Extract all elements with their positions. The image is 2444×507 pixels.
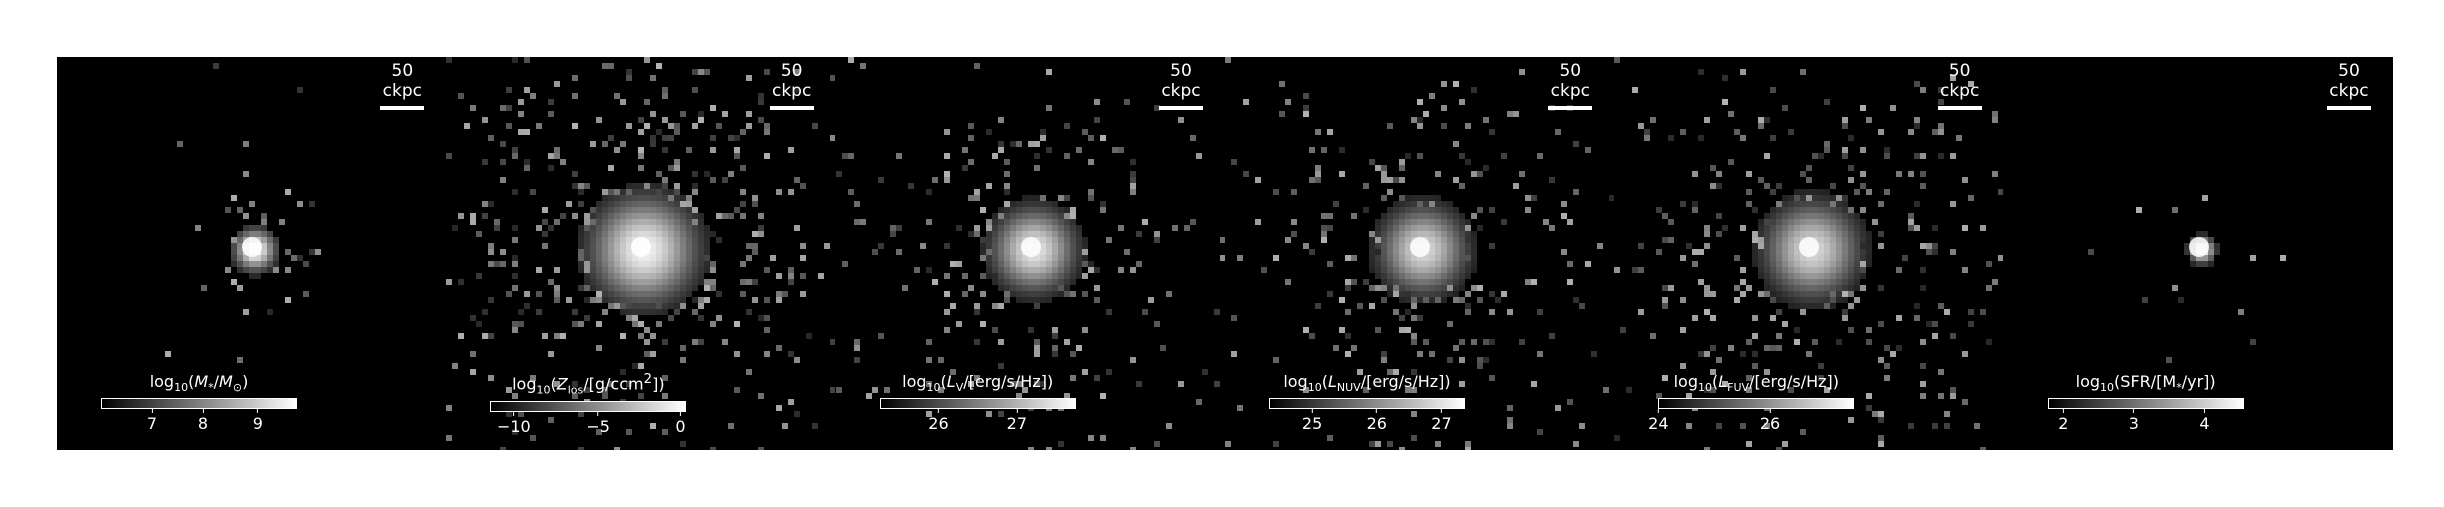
map-panel-3: 50 ckpc log10(LV/[erg/s/Hz]) 26 27 [835,57,1225,450]
colorbar-tick-label: 26 [928,409,948,433]
colorbar: log10(SFR/[M*/yr]) 2 3 4 [2047,372,2244,433]
colorbar-tick-label: 26 [1367,409,1387,433]
colorbar-tick-label: 27 [1431,409,1451,433]
colorbar-tick-label: 7 [147,409,157,433]
colorbar: log10(LNUV/[erg/s/Hz]) 25 26 27 [1268,372,1465,433]
pixel-map [2087,195,2286,363]
colorbar-title: log10(SFR/[M*/yr]) [2075,372,2216,395]
colorbar-title: log10(LV/[erg/s/Hz]) [902,372,1054,395]
scale-bar-label: 50 ckpc [1550,61,1590,101]
colorbar-tick-label: −5 [586,412,610,436]
scale-bar-label: 50 ckpc [771,61,812,101]
scale-bar: 50 ckpc [1540,61,1600,110]
colorbar-tick-label: 9 [253,409,263,433]
scale-bar: 50 ckpc [762,61,822,110]
scale-bar-label: 50 ckpc [382,61,422,101]
scale-bar-line [769,106,814,110]
colorbar: log10(LFUV/[erg/s/Hz]) 24 26 [1648,372,1855,433]
scale-bar: 50 ckpc [372,61,432,110]
colorbar-tick-label: 0 [675,412,685,436]
colorbar-title: log10(LNUV/[erg/s/Hz]) [1283,372,1451,395]
colorbar: log10(M*/M⊙) 7 8 9 [101,372,297,433]
colorbar-title: log10(Zlos/[g/ccm2]) [512,372,665,397]
scale-bar-label: 50 ckpc [2329,61,2369,101]
colorbar-tick-label: 25 [1302,409,1322,433]
colorbar-tick-label: 3 [2129,409,2139,433]
scale-bar-line [380,106,425,110]
scale-bar-line [1937,106,1982,110]
scale-bar-line [1158,106,1203,110]
scale-bar: 50 ckpc [1151,61,1211,110]
scale-bar: 50 ckpc [1930,61,1990,110]
pixel-map [835,57,1225,450]
colorbar-gradient [1658,398,1855,410]
image-strip: 50 ckpc log10(M*/M⊙) 7 8 9 50 ckpc log10(Zlos/… [57,57,2393,450]
pixel-map [1614,57,2004,450]
colorbar-tick-label: 4 [2199,409,2209,433]
colorbar-tick-label: 27 [1007,409,1027,433]
map-panel-6: 50 ckpc log10(SFR/[M*/yr]) 2 3 4 [2004,57,2393,450]
colorbar-gradient [1268,398,1465,410]
colorbar: log10(Zlos/[g/ccm2]) −10 −5 0 [490,372,687,436]
map-panel-5: 50 ckpc log10(LFUV/[erg/s/Hz]) 24 26 [1614,57,2004,450]
colorbar-tick-label: 2 [2058,409,2068,433]
colorbar-gradient [2047,398,2244,410]
colorbar-tick-label: −10 [497,412,531,436]
map-panel-1: 50 ckpc log10(M*/M⊙) 7 8 9 [57,57,446,450]
pixel-map [165,63,321,363]
map-panel-2: 50 ckpc log10(Zlos/[g/ccm2]) −10 −5 0 [446,57,836,450]
pixel-map [446,57,836,450]
scale-bar: 50 ckpc [2319,61,2379,110]
colorbar: log10(LV/[erg/s/Hz]) 26 27 [879,372,1076,433]
colorbar-tick-label: 8 [198,409,208,433]
colorbar-title: log10(LFUV/[erg/s/Hz]) [1673,372,1840,395]
scale-bar-label: 50 ckpc [1161,61,1201,101]
scale-bar-line [1548,106,1593,110]
pixel-map [1224,57,1614,450]
colorbar-gradient [101,398,297,410]
colorbar-gradient [879,398,1076,410]
colorbar-gradient [490,400,687,412]
map-panel-4: 50 ckpc log10(LNUV/[erg/s/Hz]) 25 26 27 [1224,57,1614,450]
colorbar-tick-label: 24 [1648,409,1668,433]
scale-bar-label: 50 ckpc [1939,61,1980,101]
scale-bar-line [2326,106,2371,110]
colorbar-tick-label: 26 [1760,409,1780,433]
colorbar-title: log10(M*/M⊙) [149,372,249,395]
